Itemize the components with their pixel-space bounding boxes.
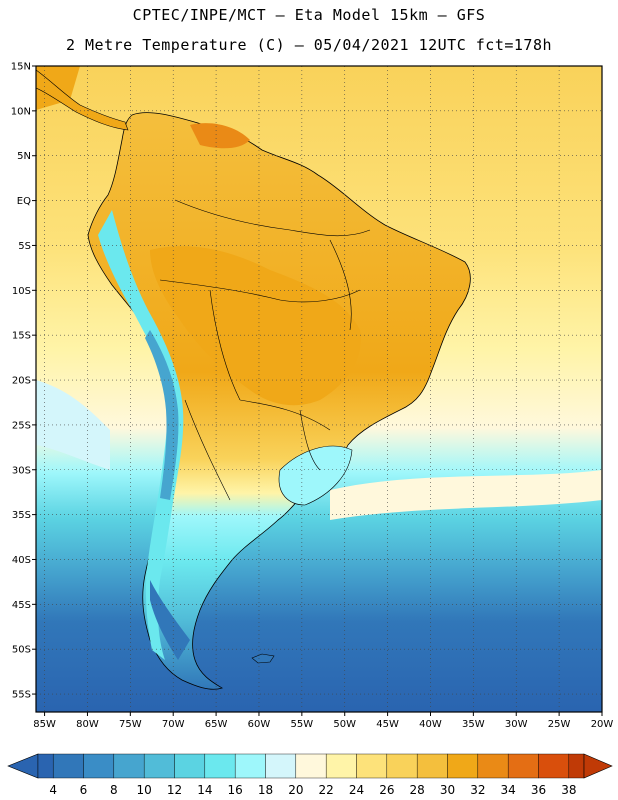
colorbar-swatch (325, 753, 357, 779)
colorbar-swatch (447, 753, 479, 779)
colorbar-swatch (52, 753, 84, 779)
colorbar-label: 36 (531, 783, 546, 797)
colorbar-label: 22 (319, 783, 334, 797)
patagonia-coldest (150, 580, 190, 660)
colorbar-swatch (83, 753, 115, 779)
colorbar-label: 38 (561, 783, 576, 797)
country-borders (159, 199, 371, 501)
colorbar-label: 34 (501, 783, 516, 797)
colorbar-arrow-right (583, 753, 613, 779)
colorbar-label: 10 (137, 783, 152, 797)
lon-tick-label: 70W (162, 719, 185, 730)
lat-tick-label: 10N (11, 106, 31, 117)
colorbar-label: 28 (410, 783, 425, 797)
lon-tick-label: 75W (119, 719, 142, 730)
colorbar: 4 6 8 10 12 14 16 18 20 22 24 26 28 30 32 34 36 38 (7, 753, 613, 797)
colorbar-swatch (234, 753, 266, 779)
colorbar-swatch (265, 753, 297, 779)
lat-tick-label: 15S (12, 331, 31, 342)
colorbar-label: 12 (167, 783, 182, 797)
lat-tick-label: 45S (12, 600, 31, 611)
lon-tick-label: 50W (333, 719, 356, 730)
colorbar-label: 20 (288, 783, 303, 797)
colorbar-label: 24 (349, 783, 364, 797)
colorbar-swatch (416, 753, 448, 779)
lon-tick-label: 65W (205, 719, 228, 730)
colorbar-label: 18 (258, 783, 273, 797)
colorbar-swatch (204, 753, 236, 779)
latitude-axis: 15N 10N 5N EQ 5S 10S 15S 20S 25S 30S 35S 40S 45S 50S 5… (11, 62, 36, 701)
colorbar-swatch (356, 753, 388, 779)
lat-tick-label: 35S (12, 510, 31, 521)
colorbar-label: 16 (228, 783, 243, 797)
chart-subtitle: 2 Metre Temperature (C) – 05/04/2021 12U… (65, 36, 553, 54)
longitude-axis: 85W 80W 75W 70W 65W 60W 55W 50W 45W 40W 35W 30W 25W 2… (33, 712, 613, 730)
colorbar-swatch (386, 753, 418, 779)
lat-tick-label: 5S (18, 241, 31, 252)
colorbar-swatch (143, 753, 175, 779)
lon-tick-label: 55W (291, 719, 314, 730)
lat-tick-label: 55S (12, 690, 31, 701)
falkland-islands (251, 653, 275, 664)
colorbar-swatch (113, 753, 145, 779)
chart-title: CPTEC/INPE/MCT – Eta Model 15km – GFS (132, 6, 486, 24)
colorbar-swatch (37, 753, 54, 779)
colorbar-swatch (174, 753, 206, 779)
colorbar-label: 32 (470, 783, 485, 797)
lon-tick-label: 25W (548, 719, 571, 730)
venezuela-hot (190, 123, 250, 149)
central-america-land (36, 69, 129, 131)
colorbar-label: 14 (197, 783, 212, 797)
colorbar-swatch (538, 753, 570, 779)
lon-tick-label: 40W (419, 719, 442, 730)
lat-tick-label: 5N (17, 151, 31, 162)
colorbar-swatch (507, 753, 539, 779)
colorbar-arrow-left (7, 753, 39, 779)
colorbar-swatch (295, 753, 327, 779)
colorbar-label: 26 (379, 783, 394, 797)
colorbar-label: 6 (80, 783, 88, 797)
colorbar-label: 4 (49, 783, 57, 797)
lat-tick-label: 20S (12, 376, 31, 387)
colorbar-label: 30 (440, 783, 455, 797)
lat-tick-label: 40S (12, 555, 31, 566)
lon-tick-label: 80W (76, 719, 99, 730)
uruguay-cool (278, 445, 353, 506)
lat-tick-label: EQ (17, 196, 31, 207)
map-frame (35, 65, 603, 713)
lon-tick-label: 35W (462, 719, 485, 730)
andes-colder (145, 330, 179, 500)
colorbar-swatch (568, 753, 585, 779)
lat-tick-label: 15N (11, 62, 31, 73)
lat-tick-label: 30S (12, 465, 31, 476)
lon-tick-label: 45W (376, 719, 399, 730)
lon-tick-label: 30W (505, 719, 528, 730)
lon-tick-label: 20W (591, 719, 614, 730)
map-area (36, 66, 602, 712)
andes-cold (98, 210, 184, 660)
atlantic-band-cool (330, 470, 602, 520)
lat-tick-label: 50S (12, 645, 31, 656)
lon-tick-label: 85W (33, 719, 56, 730)
colorbar-swatch (477, 753, 509, 779)
lat-tick-label: 10S (12, 286, 31, 297)
lat-tick-label: 25S (12, 420, 31, 431)
colorbar-label: 8 (110, 783, 118, 797)
lon-tick-label: 60W (248, 719, 271, 730)
